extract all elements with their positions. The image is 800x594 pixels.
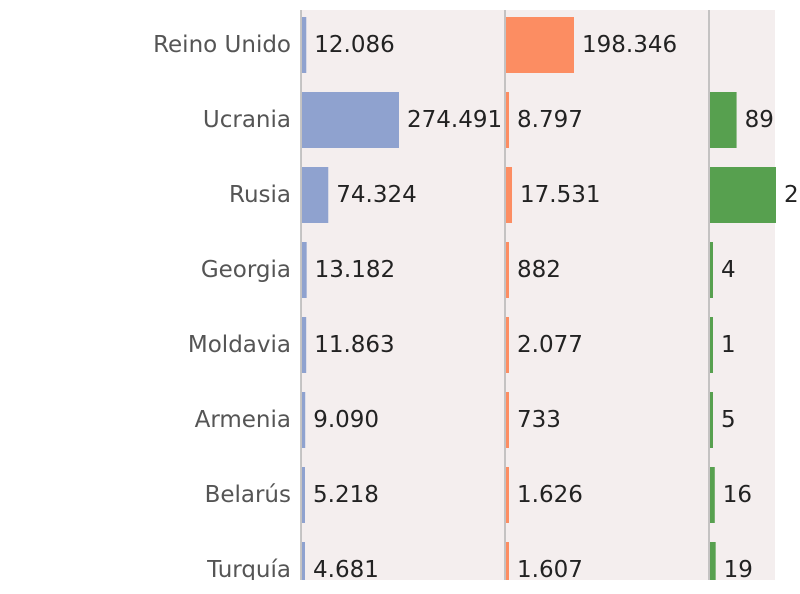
category-label: Turquía [206,557,291,583]
data-label-series-2: 17.531 [520,182,600,208]
bar-series-3 [710,92,737,148]
bar-series-2 [506,542,509,580]
data-label-series-1: 13.182 [315,257,395,283]
bar-series-1 [302,92,399,148]
bar-series-1 [302,542,305,580]
panel-background-2 [505,10,709,580]
bar-series-1 [302,242,307,298]
data-label-series-3: 19 [724,557,753,583]
data-label-series-1: 74.324 [336,182,416,208]
bar-series-3 [710,542,716,580]
data-label-series-2: 1.626 [517,482,583,508]
category-label: Georgia [201,257,291,283]
category-label: Rusia [229,182,291,208]
data-label-series-2: 733 [517,407,561,433]
data-label-series-1: 274.491 [407,107,502,133]
bar-series-2 [506,242,509,298]
bar-series-1 [302,467,305,523]
data-label-series-2: 882 [517,257,561,283]
bar-series-3 [710,242,713,298]
data-label-series-1: 11.863 [314,332,394,358]
plot-area: Reino Unido 12.086 198.346 Ucrania 274.491 8.… [153,17,800,583]
data-label-series-2: 1.607 [517,557,583,583]
bar-series-2 [506,167,513,223]
category-label: Reino Unido [153,32,291,58]
bar-series-2 [506,17,574,73]
category-label: Armenia [195,407,291,433]
bar-series-3 [710,392,713,448]
data-label-series-3: 1 [721,332,736,358]
category-label: Moldavia [188,332,291,358]
bar-series-1 [302,317,307,373]
bar-series-1 [302,167,329,223]
bar-series-2 [506,392,509,448]
data-label-series-3: 16 [723,482,752,508]
data-label-series-1: 5.218 [313,482,379,508]
data-label-series-2: 2.077 [517,332,583,358]
data-label-series-3: 89 [745,107,774,133]
bar-series-2 [506,317,509,373]
bar-series-3 [710,167,776,223]
data-label-series-3: 221 [784,182,800,208]
category-label: Ucrania [203,107,291,133]
bar-series-2 [506,92,510,148]
bar-series-3 [710,317,713,373]
data-label-series-2: 198.346 [582,32,677,58]
category-label: Belarús [205,482,291,508]
data-label-series-3: 4 [721,257,736,283]
bar-series-1 [302,17,307,73]
data-label-series-1: 12.086 [314,32,394,58]
bar-series-1 [302,392,306,448]
data-label-series-3: 5 [721,407,736,433]
data-label-series-1: 4.681 [313,557,379,583]
bar-series-2 [506,467,509,523]
data-label-series-2: 8.797 [517,107,583,133]
bar-series-3 [710,467,715,523]
data-label-series-1: 9.090 [313,407,379,433]
